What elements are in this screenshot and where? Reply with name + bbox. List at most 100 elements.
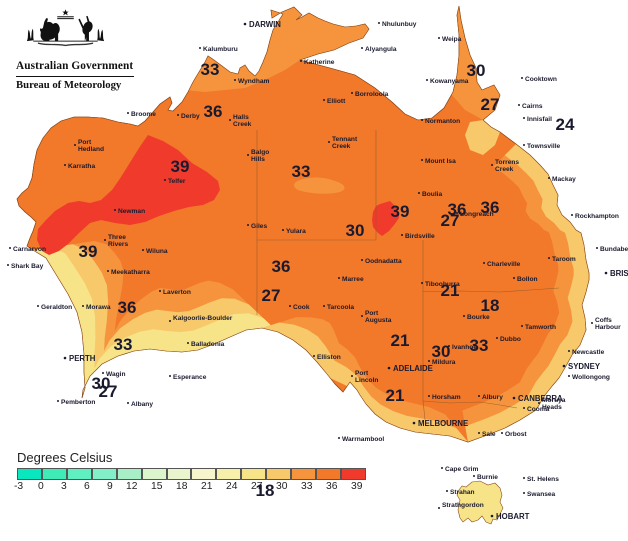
svg-text:Port: Port bbox=[78, 139, 92, 146]
svg-text:Augusta: Augusta bbox=[365, 317, 392, 324]
svg-text:Charleville: Charleville bbox=[487, 261, 521, 268]
svg-text:Wollongong: Wollongong bbox=[572, 374, 610, 381]
svg-text:27: 27 bbox=[441, 211, 460, 230]
svg-text:Rivers: Rivers bbox=[108, 241, 128, 248]
svg-text:Bourke: Bourke bbox=[467, 314, 490, 321]
svg-text:BRISBANE: BRISBANE bbox=[610, 269, 628, 278]
svg-text:Townsville: Townsville bbox=[527, 143, 561, 150]
svg-text:Cook: Cook bbox=[293, 304, 310, 311]
svg-text:ADELAIDE: ADELAIDE bbox=[393, 364, 433, 373]
svg-text:Balgo: Balgo bbox=[251, 149, 269, 156]
svg-text:39: 39 bbox=[79, 242, 98, 261]
svg-text:39: 39 bbox=[391, 202, 410, 221]
svg-text:Birdsville: Birdsville bbox=[405, 233, 435, 240]
svg-text:Cooktown: Cooktown bbox=[525, 76, 557, 83]
svg-text:Oodnadatta: Oodnadatta bbox=[365, 258, 402, 265]
svg-text:18: 18 bbox=[481, 296, 500, 315]
svg-text:39: 39 bbox=[171, 157, 190, 176]
svg-text:Tennant: Tennant bbox=[332, 136, 358, 143]
svg-text:30: 30 bbox=[346, 221, 365, 240]
svg-text:PERTH: PERTH bbox=[69, 354, 96, 363]
svg-text:Orbost: Orbost bbox=[505, 431, 527, 438]
svg-text:Newman: Newman bbox=[118, 208, 145, 215]
svg-text:Elliston: Elliston bbox=[317, 354, 341, 361]
svg-text:Alyangula: Alyangula bbox=[365, 46, 397, 53]
svg-text:Taroom: Taroom bbox=[552, 256, 576, 263]
svg-text:Harbour: Harbour bbox=[595, 324, 621, 331]
svg-text:Mackay: Mackay bbox=[552, 176, 576, 183]
svg-text:Derby: Derby bbox=[181, 113, 200, 120]
svg-text:Lincoln: Lincoln bbox=[355, 377, 378, 384]
svg-text:Albany: Albany bbox=[131, 401, 153, 408]
svg-text:Coffs: Coffs bbox=[595, 317, 612, 324]
svg-text:Warrnambool: Warrnambool bbox=[342, 436, 384, 443]
svg-text:Albury: Albury bbox=[482, 394, 503, 401]
svg-text:21: 21 bbox=[386, 386, 405, 405]
svg-text:36: 36 bbox=[204, 102, 223, 121]
svg-text:30: 30 bbox=[467, 61, 486, 80]
svg-text:Cairns: Cairns bbox=[522, 103, 543, 110]
svg-text:Halls: Halls bbox=[233, 114, 249, 121]
svg-text:Tamworth: Tamworth bbox=[525, 324, 556, 331]
svg-text:36: 36 bbox=[481, 198, 500, 217]
svg-text:Carnarvon: Carnarvon bbox=[13, 246, 46, 253]
svg-text:DARWIN: DARWIN bbox=[249, 20, 281, 29]
svg-text:Katherine: Katherine bbox=[304, 59, 335, 66]
svg-text:Laverton: Laverton bbox=[163, 289, 191, 296]
svg-text:Borroloola: Borroloola bbox=[355, 91, 389, 98]
svg-text:Three: Three bbox=[108, 234, 126, 241]
svg-text:Karratha: Karratha bbox=[68, 163, 95, 170]
svg-text:Morawa: Morawa bbox=[86, 304, 111, 311]
svg-text:HOBART: HOBART bbox=[496, 512, 530, 521]
svg-text:21: 21 bbox=[441, 281, 460, 300]
svg-text:Geraldton: Geraldton bbox=[41, 304, 72, 311]
svg-text:Torrens: Torrens bbox=[495, 159, 519, 166]
svg-text:27: 27 bbox=[262, 286, 281, 305]
svg-text:Creek: Creek bbox=[495, 166, 514, 173]
svg-text:Weipa: Weipa bbox=[442, 36, 462, 43]
svg-text:33: 33 bbox=[470, 336, 489, 355]
svg-text:Creek: Creek bbox=[233, 121, 252, 128]
svg-text:33: 33 bbox=[114, 335, 133, 354]
svg-text:Bundaberg: Bundaberg bbox=[600, 246, 628, 253]
svg-text:Burnie: Burnie bbox=[477, 474, 498, 481]
svg-text:Wyndham: Wyndham bbox=[238, 78, 270, 85]
svg-text:Mount Isa: Mount Isa bbox=[425, 158, 456, 165]
svg-text:Wiluna: Wiluna bbox=[146, 248, 168, 255]
svg-text:MELBOURNE: MELBOURNE bbox=[418, 419, 468, 428]
svg-text:Port: Port bbox=[365, 310, 379, 317]
svg-text:Swansea: Swansea bbox=[527, 491, 556, 498]
svg-text:Giles: Giles bbox=[251, 223, 267, 230]
svg-text:Pemberton: Pemberton bbox=[61, 399, 95, 406]
svg-text:Esperance: Esperance bbox=[173, 374, 207, 381]
svg-text:Creek: Creek bbox=[332, 143, 351, 150]
svg-text:Tarcoola: Tarcoola bbox=[327, 304, 354, 311]
svg-text:Meekatharra: Meekatharra bbox=[111, 269, 150, 276]
svg-text:27: 27 bbox=[99, 382, 118, 401]
svg-text:Bollon: Bollon bbox=[517, 276, 538, 283]
svg-text:Kalumburu: Kalumburu bbox=[203, 46, 238, 53]
svg-text:Rockhampton: Rockhampton bbox=[575, 213, 619, 220]
svg-text:Innisfail: Innisfail bbox=[527, 116, 552, 123]
svg-text:Yulara: Yulara bbox=[286, 228, 306, 235]
svg-text:27: 27 bbox=[481, 95, 500, 114]
svg-text:SYDNEY: SYDNEY bbox=[568, 362, 601, 371]
svg-text:Balladonia: Balladonia bbox=[191, 341, 225, 348]
svg-text:Marree: Marree bbox=[342, 276, 364, 283]
svg-text:Port: Port bbox=[355, 370, 369, 377]
svg-text:36: 36 bbox=[118, 298, 137, 317]
svg-text:Telfer: Telfer bbox=[168, 178, 186, 185]
svg-text:30: 30 bbox=[432, 342, 451, 361]
svg-text:Normanton: Normanton bbox=[425, 118, 460, 125]
svg-text:Broome: Broome bbox=[131, 111, 156, 118]
svg-text:Horsham: Horsham bbox=[432, 394, 461, 401]
svg-text:Dubbo: Dubbo bbox=[500, 336, 521, 343]
svg-text:Kowanyama: Kowanyama bbox=[430, 78, 469, 85]
svg-text:Newcastle: Newcastle bbox=[572, 349, 605, 356]
svg-text:St. Helens: St. Helens bbox=[527, 476, 559, 483]
svg-text:Strahan: Strahan bbox=[450, 489, 475, 496]
svg-text:Shark Bay: Shark Bay bbox=[11, 263, 44, 270]
svg-text:33: 33 bbox=[201, 60, 220, 79]
svg-text:Sale: Sale bbox=[482, 431, 496, 438]
svg-text:Strathgordon: Strathgordon bbox=[442, 502, 484, 509]
